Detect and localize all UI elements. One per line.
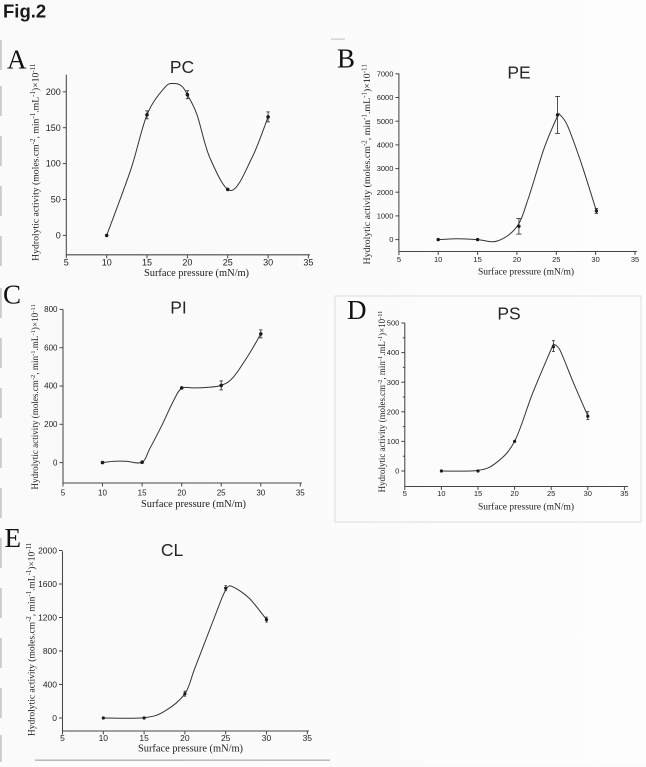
svg-text:5: 5 <box>403 489 407 498</box>
svg-text:CL: CL <box>161 540 184 560</box>
svg-text:25: 25 <box>547 489 555 498</box>
svg-text:10: 10 <box>98 489 107 498</box>
svg-text:15: 15 <box>142 258 152 268</box>
svg-text:2000: 2000 <box>38 545 57 555</box>
svg-text:0: 0 <box>56 231 61 241</box>
svg-text:15: 15 <box>473 255 481 264</box>
svg-text:800: 800 <box>43 646 57 656</box>
svg-text:25: 25 <box>223 258 233 268</box>
svg-text:D: D <box>347 295 367 325</box>
svg-text:30: 30 <box>262 733 272 743</box>
svg-text:30: 30 <box>591 255 599 264</box>
svg-text:20: 20 <box>182 258 192 268</box>
svg-text:35: 35 <box>303 258 313 268</box>
svg-text:100: 100 <box>387 437 400 446</box>
svg-text:7000: 7000 <box>377 69 394 78</box>
svg-text:5: 5 <box>61 489 66 498</box>
svg-text:Surface pressure (mN/m): Surface pressure (mN/m) <box>478 267 574 278</box>
svg-text:35: 35 <box>620 489 628 498</box>
svg-text:20: 20 <box>180 733 190 743</box>
svg-text:100: 100 <box>46 159 61 169</box>
svg-text:15: 15 <box>474 489 482 498</box>
svg-text:25: 25 <box>217 489 226 498</box>
svg-text:E: E <box>5 523 22 553</box>
svg-text:15: 15 <box>138 489 147 498</box>
svg-text:6000: 6000 <box>377 93 394 102</box>
svg-text:25: 25 <box>221 733 231 743</box>
svg-text:5000: 5000 <box>377 117 394 126</box>
svg-text:5: 5 <box>64 258 69 268</box>
svg-text:0: 0 <box>52 713 57 723</box>
svg-text:1000: 1000 <box>377 212 394 221</box>
svg-text:0: 0 <box>395 467 399 476</box>
svg-text:500: 500 <box>387 319 400 328</box>
svg-text:A: A <box>7 45 27 75</box>
svg-text:150: 150 <box>46 123 61 133</box>
svg-text:35: 35 <box>631 255 639 264</box>
svg-text:PC: PC <box>170 57 194 77</box>
svg-text:400: 400 <box>43 679 57 689</box>
svg-text:Hydrolytic activity (moles.cm-: Hydrolytic activity (moles.cm-2, min-1.m… <box>29 63 41 261</box>
svg-text:PI: PI <box>170 298 187 318</box>
svg-text:2000: 2000 <box>377 188 394 197</box>
svg-text:5: 5 <box>397 255 401 264</box>
svg-text:800: 800 <box>44 305 58 314</box>
svg-text:0: 0 <box>389 235 393 244</box>
svg-text:10: 10 <box>99 733 109 743</box>
svg-text:30: 30 <box>584 489 592 498</box>
svg-text:Surface pressure (mN/m): Surface pressure (mN/m) <box>141 499 246 510</box>
svg-text:400: 400 <box>44 382 58 391</box>
svg-text:C: C <box>3 280 21 310</box>
svg-text:10: 10 <box>434 255 442 264</box>
svg-text:35: 35 <box>303 733 313 743</box>
svg-text:20: 20 <box>177 489 186 498</box>
svg-text:PE: PE <box>507 63 530 83</box>
svg-text:1200: 1200 <box>38 612 57 622</box>
svg-text:10: 10 <box>102 258 112 268</box>
svg-text:30: 30 <box>256 489 265 498</box>
svg-text:35: 35 <box>296 489 305 498</box>
svg-text:Hydrolytic activity (moles.cm-: Hydrolytic activity (moles.cm-2, min-1.m… <box>26 543 37 736</box>
svg-text:0: 0 <box>53 458 58 467</box>
svg-text:4000: 4000 <box>377 140 394 149</box>
svg-text:400: 400 <box>387 348 400 357</box>
svg-text:30: 30 <box>263 258 273 268</box>
svg-text:Hydrolytic activity (moles.cm-: Hydrolytic activity (moles.cm-2, min-1.m… <box>377 311 387 493</box>
svg-text:15: 15 <box>139 733 149 743</box>
svg-text:Surface pressure (mN/m): Surface pressure (mN/m) <box>138 744 243 755</box>
svg-text:5: 5 <box>60 733 65 743</box>
svg-text:25: 25 <box>552 255 560 264</box>
svg-text:3000: 3000 <box>377 164 394 173</box>
svg-text:50: 50 <box>51 195 61 205</box>
svg-text:Hydrolytic activity (moles.cm-: Hydrolytic activity (moles.cm-2, min-1.m… <box>30 304 40 489</box>
svg-text:Fig.2: Fig.2 <box>3 1 46 22</box>
svg-text:PS: PS <box>497 304 520 324</box>
svg-text:200: 200 <box>44 420 58 429</box>
svg-text:1600: 1600 <box>38 579 57 589</box>
svg-text:600: 600 <box>44 343 58 352</box>
svg-text:200: 200 <box>387 407 400 416</box>
svg-text:Surface pressure (mN/m): Surface pressure (mN/m) <box>478 502 574 513</box>
svg-text:Hydrolytic activity (moles.cm-: Hydrolytic activity (moles.cm-2, min-1.m… <box>361 64 373 265</box>
svg-text:Surface pressure (mN/m): Surface pressure (mN/m) <box>144 268 249 279</box>
svg-text:20: 20 <box>510 489 518 498</box>
svg-text:300: 300 <box>387 378 400 387</box>
svg-text:B: B <box>337 43 355 73</box>
svg-text:10: 10 <box>437 489 445 498</box>
svg-text:200: 200 <box>46 87 61 97</box>
svg-text:20: 20 <box>513 255 521 264</box>
